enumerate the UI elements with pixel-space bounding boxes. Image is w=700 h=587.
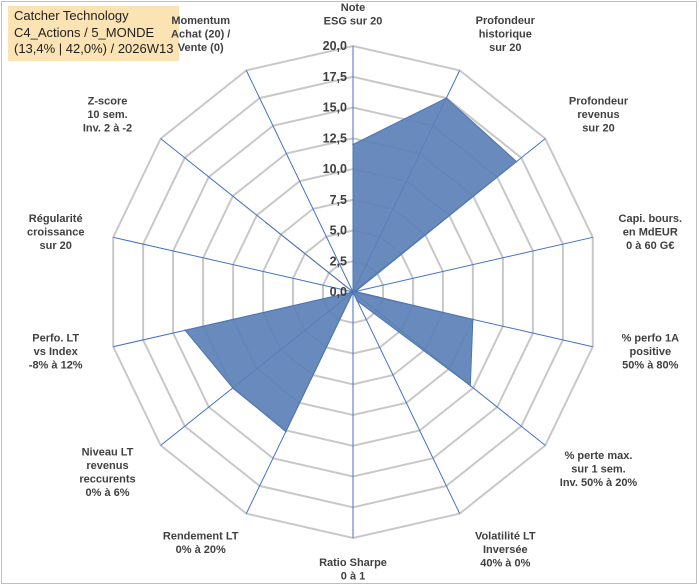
data-point-1 (445, 97, 448, 99)
axis-spoke-11 (113, 236, 354, 293)
category-label-9: Niveau LT revenus reccurents 0% à 6% (79, 447, 135, 500)
chart-title-line-1: Catcher Technology (14, 8, 129, 23)
chart-title-line-3: (13,4% | 42,0%) / 2026W13 (14, 41, 174, 56)
category-label-7: Ratio Sharpe 0 à 1 (319, 557, 387, 583)
data-point-9 (232, 387, 234, 389)
category-label-5: % perte max. sur 1 sem. Inv. 50% à 20% (560, 450, 638, 489)
tick-label: 7,5 (330, 193, 347, 207)
category-label-3: Capi. bours. en MdEUR 0 à 60 G€ (619, 213, 683, 252)
category-label-11: Régularité croissance sur 20 (27, 213, 84, 252)
data-point-6 (356, 300, 359, 302)
chart-title-line-2: C4_Actions / 5_MONDE (14, 24, 155, 40)
radar-series (184, 97, 518, 433)
category-label-4: % perfo 1A positive 50% à 80% (622, 332, 680, 371)
tick-label: 10,0 (323, 162, 347, 176)
axis-spoke-6 (352, 291, 461, 514)
tick-label: 20,0 (323, 39, 347, 53)
data-point-2 (515, 160, 518, 163)
tick-label: 2,5 (330, 254, 347, 268)
data-point-4 (472, 318, 474, 321)
tick-label: 12,5 (323, 131, 347, 145)
chart-title-box: Catcher Technology C4_Actions / 5_MONDE … (8, 6, 180, 61)
tick-label: 0,0 (330, 285, 347, 299)
tick-label: 5,0 (330, 224, 347, 238)
radar-tick-labels: 0,0 2,5 5,0 7,5 10,0 12,5 15,0 17,5 20,0 (323, 39, 347, 299)
category-label-0: Note ESG sur 20 (324, 2, 383, 28)
category-label-8: Rendement LT 0% à 20% (163, 531, 239, 557)
data-point-10 (184, 329, 186, 332)
category-label-2: Profondeur revenus sur 20 (569, 96, 629, 135)
tick-label: 15,0 (323, 101, 347, 115)
category-label-10: Perfo. LT vs Index -8% à 12% (29, 332, 83, 371)
tick-label: 17,5 (323, 70, 347, 84)
data-point-8 (285, 430, 287, 433)
data-point-3 (354, 290, 357, 293)
category-label-1: Profondeur historique sur 20 (476, 15, 536, 54)
category-label-12: Z-score 10 sem. Inv. 2 à -2 (83, 96, 132, 135)
data-point-0 (352, 143, 354, 146)
category-label-6: Volatilité LT Inversée 40% à 0% (475, 531, 536, 570)
category-label-13: Momentum Achat (20) / Vente (0) (171, 15, 230, 54)
data-point-5 (469, 384, 472, 387)
axis-spoke-3 (352, 236, 593, 293)
data-point-13 (352, 291, 354, 293)
axis-spoke-13 (245, 70, 354, 293)
radar-category-labels: Note ESG sur 20 Profondeur historique sur 20… (27, 2, 682, 583)
data-point-12 (265, 222, 268, 224)
